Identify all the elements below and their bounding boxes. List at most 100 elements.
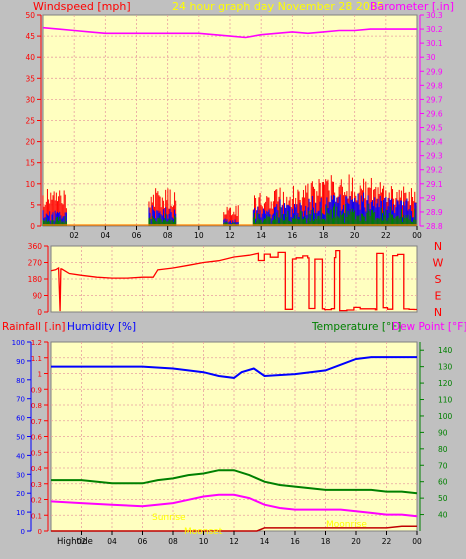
rainfall-tick-label: 0.1 [31, 512, 42, 520]
time-tick-label: 08 [163, 231, 173, 240]
windspeed-tick-label: 50 [25, 11, 35, 20]
barometer-tick-label: 30.2 [426, 25, 443, 34]
barometer-tick-label: 28.8 [426, 222, 443, 231]
time-tick-label: 22 [382, 537, 392, 546]
time-tick-label: 04 [107, 537, 117, 546]
dew-point-axis-label: Dew Point [°F] [392, 321, 466, 333]
direction-degree-ticks: 0 90 180 270 360 [28, 242, 49, 317]
compass-label: N [434, 306, 442, 319]
barometer-tick-label: 29.9 [426, 67, 443, 76]
rainfall-axis-label: Rainfall [.in] [2, 321, 65, 333]
windspeed-tick-label: 45 [25, 32, 35, 41]
humidity-line [51, 356, 417, 379]
direction-tick-label: 0 [37, 308, 42, 317]
barometer-tick-label: 29.6 [426, 109, 443, 118]
time-tick-label: 16 [288, 231, 298, 240]
temperature-tick-label: 50 [438, 494, 448, 503]
temperature-tick-label: 110 [438, 396, 453, 405]
humidity-axis-label: Humidity [%] [67, 321, 136, 333]
humidity-tick-label: 70 [16, 396, 25, 404]
direction-tick-label: 180 [28, 275, 43, 284]
time-tick-label: 10 [194, 231, 204, 240]
humidity-tick-label: 50 [16, 434, 25, 442]
direction-tick-label: 360 [28, 242, 43, 251]
humidity-tick-label: 20 [16, 490, 25, 498]
rainfall-tick-label: 0.3 [31, 481, 42, 489]
graph-title: 24 hour graph day November 28 2015 [172, 0, 384, 13]
temperature-tick-label: 40 [438, 511, 448, 520]
humidity-tick-label: 60 [16, 415, 25, 423]
time-tick-label: 06 [132, 231, 142, 240]
barometer-tick-label: 30.3 [426, 11, 443, 20]
sunrise-label: Sunrise [152, 513, 186, 523]
rainfall-tick-label: 0.8 [31, 402, 42, 410]
time-tick-label: 00 [412, 231, 422, 240]
temperature-humidity-panel: Rainfall [.in] Humidity [%] Temperature … [2, 321, 466, 547]
time-tick-label: 18 [321, 537, 331, 546]
time-tick-label: 02 [69, 231, 79, 240]
time-tick-label: 12 [225, 231, 235, 240]
windspeed-tick-label: 25 [25, 117, 35, 126]
humidity-tick-label: 0 [21, 528, 25, 536]
temperature-tick-label: 120 [438, 379, 453, 388]
temperature-tick-label: 140 [438, 346, 453, 355]
rainfall-tick-label: 0.6 [31, 434, 43, 442]
humidity-tick-label: 40 [16, 452, 25, 460]
barometer-tick-label: 29.5 [426, 124, 443, 133]
hightide-label: Hightide [57, 537, 93, 547]
temp-time-ticks: 02 04 06 08 10 12 14 16 18 20 22 00 [77, 531, 422, 546]
time-tick-label: 20 [350, 231, 360, 240]
windspeed-tick-label: 0 [30, 222, 35, 231]
humidity-tick-label: 80 [16, 377, 25, 385]
compass-label: W [433, 257, 444, 270]
wind-time-ticks: 02 04 06 08 10 12 14 16 18 20 22 00 [69, 226, 422, 240]
temperature-tick-label: 60 [438, 478, 448, 487]
windspeed-tick-label: 10 [25, 180, 35, 189]
direction-grid [51, 246, 417, 312]
compass-label: N [434, 240, 442, 253]
barometer-axis-label: Barometer [.in] [370, 0, 454, 13]
windspeed-tick-label: 15 [25, 159, 35, 168]
windspeed-tick-label: 5 [30, 201, 35, 210]
direction-line [50, 249, 417, 312]
wind-bars [42, 174, 417, 226]
rainfall-line [51, 525, 417, 532]
barometer-tick-label: 30 [426, 53, 436, 62]
time-tick-label: 06 [138, 537, 148, 546]
barometer-tick-label: 29.7 [426, 95, 443, 104]
humidity-tick-label: 100 [12, 339, 25, 347]
direction-tick-label: 270 [28, 259, 43, 268]
time-tick-label: 16 [290, 537, 300, 546]
temp-grid [51, 342, 417, 531]
temperature-tick-label: 100 [438, 412, 453, 421]
barometer-tick-label: 29.1 [426, 180, 443, 189]
rainfall-tick-label: 1 [38, 371, 42, 379]
temperature-ticks: 40 50 60 70 80 90 100 110 120 130 140 [419, 342, 453, 531]
moonrise-label: Moonrise [326, 520, 367, 530]
time-tick-label: 08 [168, 537, 178, 546]
barometer-tick-label: 28.9 [426, 208, 443, 217]
rainfall-tick-label: 1.1 [31, 355, 42, 363]
humidity-tick-label: 90 [16, 358, 25, 366]
temperature-tick-label: 90 [438, 428, 448, 437]
windspeed-axis-label: Windspeed [mph] [33, 0, 131, 13]
compass-label: S [435, 273, 442, 286]
windspeed-tick-label: 35 [25, 74, 35, 83]
temperature-tick-label: 70 [438, 461, 448, 470]
time-tick-label: 20 [351, 537, 361, 546]
barometer-tick-label: 29.4 [426, 138, 443, 147]
time-tick-label: 14 [256, 231, 266, 240]
temperature-tick-label: 130 [438, 363, 453, 372]
windspeed-tick-label: 40 [25, 53, 35, 62]
time-tick-label: 04 [101, 231, 111, 240]
windspeed-tick-label: 20 [25, 138, 35, 147]
rainfall-tick-label: 0.4 [31, 465, 43, 473]
dew-point-line [50, 493, 418, 518]
rainfall-tick-label: 0.2 [31, 497, 42, 505]
compass-label: E [435, 290, 442, 303]
barometer-tick-label: 29 [426, 194, 436, 203]
